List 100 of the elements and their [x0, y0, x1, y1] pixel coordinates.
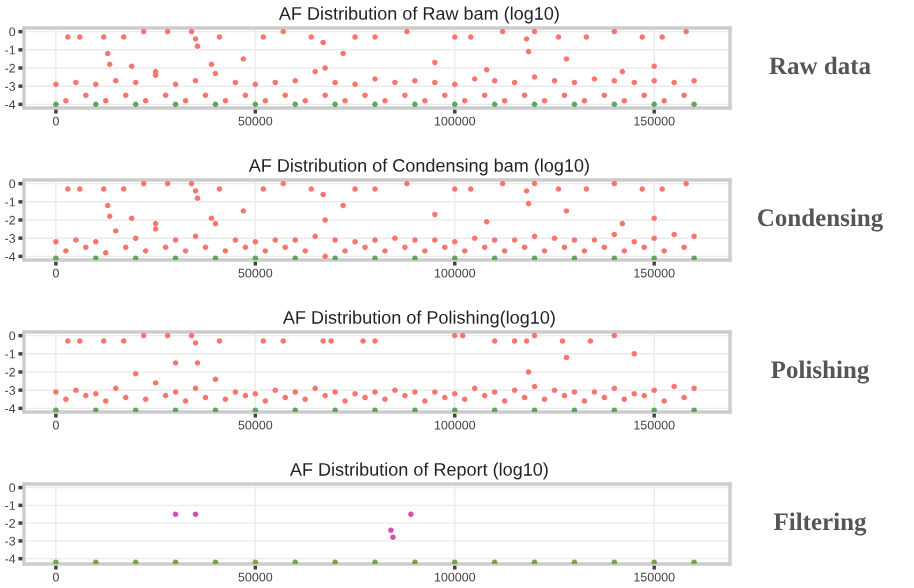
point	[651, 77, 657, 84]
point	[152, 220, 159, 227]
point	[188, 180, 195, 187]
point	[531, 180, 538, 187]
point	[260, 338, 267, 344]
point	[591, 389, 598, 395]
point	[591, 237, 598, 243]
point	[392, 387, 398, 393]
point	[499, 28, 506, 35]
point	[65, 186, 71, 192]
point	[106, 213, 113, 220]
point	[280, 28, 287, 35]
point	[531, 74, 538, 80]
point	[611, 77, 618, 84]
point	[212, 376, 219, 383]
point	[555, 186, 562, 192]
point	[172, 511, 179, 517]
point	[523, 188, 530, 194]
point	[691, 77, 697, 84]
point	[467, 34, 474, 40]
point	[292, 77, 299, 84]
point	[282, 244, 289, 251]
point	[302, 97, 308, 104]
point	[511, 338, 518, 344]
point	[511, 79, 518, 86]
point	[541, 248, 548, 254]
point	[322, 65, 328, 71]
point	[661, 398, 667, 404]
point	[499, 180, 506, 187]
point	[194, 43, 201, 49]
point	[63, 97, 69, 104]
point	[683, 180, 689, 187]
point	[101, 34, 107, 40]
point	[461, 97, 468, 104]
point	[661, 248, 667, 254]
point	[194, 195, 201, 201]
point	[372, 237, 378, 243]
point	[681, 244, 687, 251]
point	[531, 233, 538, 240]
point	[471, 385, 478, 392]
point	[691, 385, 697, 392]
point	[360, 338, 366, 344]
point	[681, 394, 687, 401]
point	[483, 67, 490, 73]
point	[192, 385, 199, 392]
point	[452, 391, 458, 397]
point	[563, 208, 570, 214]
point	[242, 392, 249, 399]
point	[525, 200, 532, 207]
point	[461, 248, 468, 254]
point	[412, 77, 418, 84]
point	[102, 249, 109, 256]
point	[216, 338, 223, 344]
point	[641, 92, 648, 99]
point	[392, 79, 398, 86]
point	[408, 511, 414, 517]
point	[122, 394, 129, 401]
point	[101, 338, 107, 344]
point	[128, 63, 135, 69]
point	[212, 70, 219, 77]
point	[188, 28, 195, 35]
point	[551, 235, 558, 241]
point	[651, 215, 657, 221]
point	[541, 396, 548, 403]
point	[372, 34, 378, 40]
point	[511, 387, 518, 393]
point	[432, 79, 438, 86]
point	[112, 77, 119, 84]
point	[559, 338, 566, 344]
point	[481, 392, 488, 399]
point	[132, 235, 139, 241]
point	[501, 398, 508, 404]
point	[172, 389, 179, 395]
point	[422, 248, 428, 254]
point	[639, 186, 646, 192]
point	[521, 92, 528, 99]
text: Polishing	[771, 360, 870, 384]
point	[621, 396, 628, 403]
point	[328, 338, 334, 344]
point	[112, 385, 119, 392]
point	[252, 239, 259, 245]
point	[601, 92, 608, 99]
point	[659, 34, 665, 40]
point	[471, 76, 478, 82]
point	[432, 237, 438, 243]
point	[152, 226, 159, 232]
point	[262, 398, 269, 404]
point	[83, 92, 89, 99]
point	[65, 34, 71, 40]
point	[292, 101, 299, 108]
point	[280, 338, 287, 344]
point	[262, 248, 269, 254]
point	[362, 92, 368, 99]
point	[541, 97, 548, 104]
point	[104, 202, 111, 209]
point	[194, 360, 201, 366]
point	[260, 34, 267, 40]
point	[212, 220, 219, 227]
point	[53, 239, 59, 245]
chart-title: AF Distribution of Raw bam (log10)	[278, 6, 559, 24]
